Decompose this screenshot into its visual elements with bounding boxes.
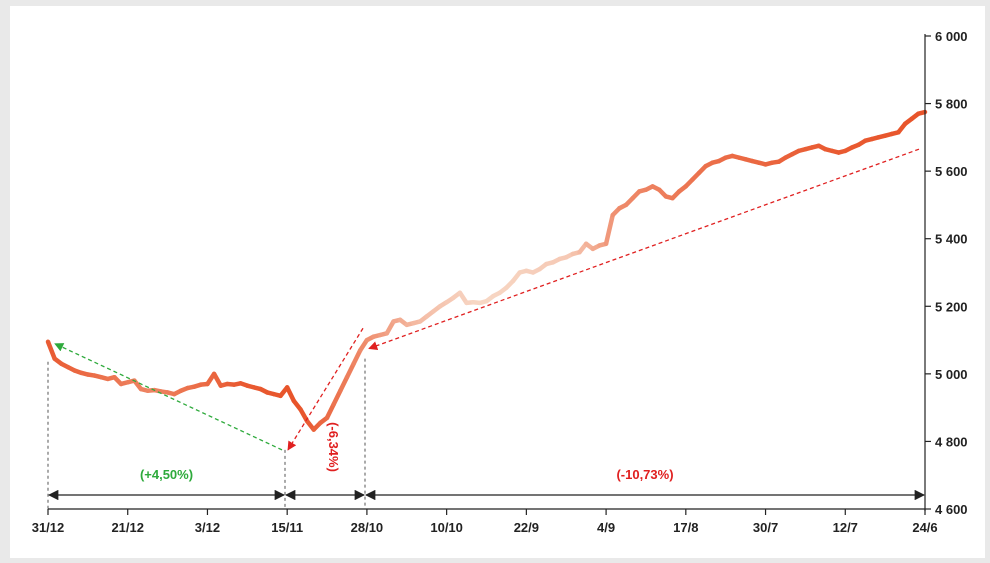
y-tick-label: 6 000 (935, 29, 968, 44)
y-tick-label: 5 800 (935, 97, 968, 112)
y-tick-label: 5 400 (935, 232, 968, 247)
guide-lines (47, 358, 366, 509)
series-segment (916, 109, 928, 116)
annotations: (+4,50%) (-6,34%) (-10,73%) (47, 148, 926, 501)
series-segment (331, 388, 343, 407)
y-tick-label: 5 200 (935, 299, 968, 314)
series-segment (45, 339, 57, 361)
x-tick-label: 17/8 (673, 520, 698, 535)
y-tick-label: 5 000 (935, 367, 968, 382)
series-segment (298, 407, 310, 424)
axes: 4 600 4 800 5 000 5 200 5 400 5 600 5 800 6 000… (32, 29, 968, 535)
series-segment (344, 361, 356, 380)
series-segment (211, 371, 223, 388)
series-segment (338, 374, 350, 393)
series-segment (324, 402, 336, 421)
series-segment (384, 319, 396, 336)
trend-arrow-red-short (287, 327, 364, 451)
x-tick-label: 21/12 (111, 520, 144, 535)
x-tick-label: 15/11 (271, 520, 303, 535)
y-tick-label: 5 600 (935, 164, 968, 179)
annotation-label-gain: (+4,50%) (140, 467, 193, 482)
x-tick-label: 31/12 (32, 520, 65, 535)
annotation-label-drop-short: (-6,34%) (326, 422, 341, 472)
series-line (45, 109, 928, 432)
x-tick-label: 30/7 (753, 520, 778, 535)
annotation-label-drop-long: (-10,73%) (616, 467, 673, 482)
x-tick-label: 24/6 (912, 520, 937, 535)
series-segment (351, 347, 363, 366)
stock-index-line-chart: 4 600 4 800 5 000 5 200 5 400 5 600 5 800 6 000… (32, 29, 968, 535)
series-segment (603, 212, 615, 247)
x-tick-label: 28/10 (351, 520, 384, 535)
x-tick-label: 22/9 (514, 520, 539, 535)
trend-arrow-green (54, 343, 283, 451)
x-tick-label: 10/10 (430, 520, 463, 535)
x-tick-label: 3/12 (195, 520, 220, 535)
y-tick-label: 4 600 (935, 502, 968, 517)
series-segment (284, 385, 297, 404)
x-tick-label: 4/9 (597, 520, 615, 535)
chart-frame: 4 600 4 800 5 000 5 200 5 400 5 600 5 800 6 000… (10, 6, 985, 558)
x-tick-label: 12/7 (833, 520, 858, 535)
trend-arrow-red-long (368, 148, 920, 351)
y-tick-label: 4 800 (935, 434, 968, 449)
